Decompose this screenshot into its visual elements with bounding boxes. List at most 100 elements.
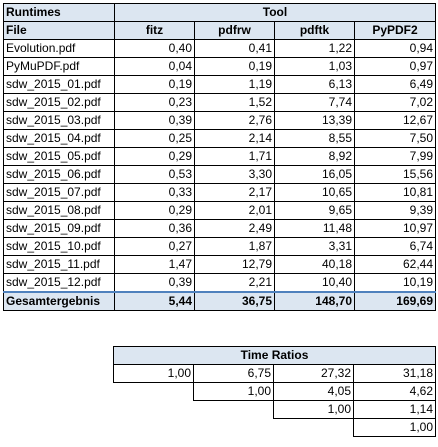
empty-ratio-cell — [194, 419, 274, 437]
runtime-value-cell: 1,03 — [274, 57, 355, 76]
file-name-cell: sdw_2015_04.pdf — [3, 129, 115, 148]
total-value-cell: 5,44 — [114, 291, 195, 311]
runtime-value-cell: 0,36 — [114, 219, 195, 238]
runtime-value-cell: 9,65 — [274, 201, 355, 220]
table-row: Evolution.pdf 0,40 0,41 1,22 0,94 — [3, 39, 436, 58]
runtime-value-cell: 2,14 — [194, 129, 275, 148]
empty-ratio-cell — [194, 401, 274, 419]
runtime-value-cell: 8,55 — [274, 129, 355, 148]
file-name-cell: sdw_2015_07.pdf — [3, 183, 115, 202]
table-row: sdw_2015_07.pdf 0,33 2,17 10,65 10,81 — [3, 183, 436, 202]
runtime-value-cell: 0,27 — [114, 237, 195, 256]
runtime-value-cell: 1,71 — [194, 147, 275, 166]
table-row: sdw_2015_01.pdf 0,19 1,19 6,13 6,49 — [3, 75, 436, 94]
runtime-value-cell: 10,97 — [354, 219, 436, 238]
runtime-value-cell: 0,23 — [114, 93, 195, 112]
file-name-cell: sdw_2015_06.pdf — [3, 165, 115, 184]
runtime-value-cell: 0,53 — [114, 165, 195, 184]
total-value-cell: 148,70 — [274, 291, 355, 311]
total-value-cell: 169,69 — [354, 291, 436, 311]
file-name-cell: sdw_2015_09.pdf — [3, 219, 115, 238]
runtimes-table: Runtimes Tool File fitz pdfrw pdftk PyPD… — [3, 3, 436, 311]
runtime-value-cell: 40,18 — [274, 255, 355, 274]
runtime-value-cell: 10,19 — [354, 273, 436, 293]
runtime-value-cell: 62,44 — [354, 255, 436, 274]
ratio-value-cell: 31,18 — [353, 364, 436, 383]
runtime-value-cell: 2,01 — [194, 201, 275, 220]
runtime-value-cell: 2,21 — [194, 273, 275, 293]
runtime-value-cell: 6,49 — [354, 75, 436, 94]
empty-ratio-cell — [114, 401, 194, 419]
runtime-value-cell: 7,74 — [274, 93, 355, 112]
tool-header-pypdf2: PyPDF2 — [354, 21, 436, 40]
runtime-value-cell: 1,52 — [194, 93, 275, 112]
time-ratios-header-row: Time Ratios — [113, 346, 436, 365]
total-label: Gesamtergebnis — [3, 291, 115, 311]
runtime-value-cell: 6,74 — [354, 237, 436, 256]
ratio-value-cell: 1,14 — [353, 400, 436, 419]
runtime-value-cell: 0,94 — [354, 39, 436, 58]
table-row: sdw_2015_09.pdf 0,36 2,49 11,48 10,97 — [3, 219, 436, 238]
table-row: sdw_2015_06.pdf 0,53 3,30 16,05 15,56 — [3, 165, 436, 184]
runtime-value-cell: 0,39 — [114, 273, 195, 293]
runtime-value-cell: 2,49 — [194, 219, 275, 238]
table-row: sdw_2015_12.pdf 0,39 2,21 10,40 10,19 — [3, 273, 436, 293]
runtimes-title: Runtimes — [3, 3, 115, 22]
runtime-value-cell: 0,33 — [114, 183, 195, 202]
file-name-cell: sdw_2015_11.pdf — [3, 255, 115, 274]
total-row: Gesamtergebnis 5,44 36,75 148,70 169,69 — [3, 291, 436, 311]
time-ratios-table: Time Ratios 1,00 6,75 27,32 31,18 1,00 4,05 4,… — [113, 346, 436, 437]
file-name-cell: sdw_2015_01.pdf — [3, 75, 115, 94]
runtime-value-cell: 10,40 — [274, 273, 355, 293]
ratio-value-cell: 1,00 — [353, 418, 436, 437]
runtime-value-cell: 7,02 — [354, 93, 436, 112]
runtime-value-cell: 0,40 — [114, 39, 195, 58]
runtime-value-cell: 0,19 — [194, 57, 275, 76]
table-row: sdw_2015_05.pdf 0,29 1,71 8,92 7,99 — [3, 147, 436, 166]
runtimes-body: Runtimes Tool File fitz pdfrw pdftk PyPD… — [3, 3, 436, 311]
runtime-value-cell: 0,41 — [194, 39, 275, 58]
table-row: PyMuPDF.pdf 0,04 0,19 1,03 0,97 — [3, 57, 436, 76]
table-row: sdw_2015_03.pdf 0,39 2,76 13,39 12,67 — [3, 111, 436, 130]
runtime-value-cell: 2,17 — [194, 183, 275, 202]
empty-ratio-cell — [114, 419, 194, 437]
table-row: sdw_2015_04.pdf 0,25 2,14 8,55 7,50 — [3, 129, 436, 148]
file-name-cell: sdw_2015_05.pdf — [3, 147, 115, 166]
runtime-value-cell: 7,99 — [354, 147, 436, 166]
table-row: sdw_2015_08.pdf 0,29 2,01 9,65 9,39 — [3, 201, 436, 220]
runtime-value-cell: 0,19 — [114, 75, 195, 94]
ratio-value-cell: 6,75 — [193, 364, 274, 383]
empty-ratio-cell — [114, 383, 194, 401]
ratio-value-cell: 4,62 — [353, 382, 436, 401]
runtime-value-cell: 1,19 — [194, 75, 275, 94]
runtime-value-cell: 1,47 — [114, 255, 195, 274]
runtime-value-cell: 10,65 — [274, 183, 355, 202]
runtime-value-cell: 1,87 — [194, 237, 275, 256]
runtime-value-cell: 2,76 — [194, 111, 275, 130]
runtime-value-cell: 12,79 — [194, 255, 275, 274]
file-name-cell: Evolution.pdf — [3, 39, 115, 58]
file-name-cell: sdw_2015_10.pdf — [3, 237, 115, 256]
runtime-value-cell: 0,97 — [354, 57, 436, 76]
runtime-value-cell: 0,25 — [114, 129, 195, 148]
table-row: sdw_2015_10.pdf 0,27 1,87 3,31 6,74 — [3, 237, 436, 256]
file-name-cell: PyMuPDF.pdf — [3, 57, 115, 76]
runtime-value-cell: 11,48 — [274, 219, 355, 238]
tool-group-header: Tool — [114, 3, 436, 22]
table-row: sdw_2015_02.pdf 0,23 1,52 7,74 7,02 — [3, 93, 436, 112]
runtime-value-cell: 3,31 — [274, 237, 355, 256]
file-name-cell: sdw_2015_12.pdf — [3, 273, 115, 293]
runtime-value-cell: 0,29 — [114, 147, 195, 166]
ratio-row: 1,00 — [114, 418, 436, 437]
ratio-value-cell: 4,05 — [273, 382, 354, 401]
empty-ratio-cell — [274, 419, 354, 437]
runtime-value-cell: 0,04 — [114, 57, 195, 76]
runtime-value-cell: 15,56 — [354, 165, 436, 184]
runtimes-header-row: Runtimes Tool — [3, 3, 436, 22]
tool-header-fitz: fitz — [114, 21, 195, 40]
table-row: sdw_2015_11.pdf 1,47 12,79 40,18 62,44 — [3, 255, 436, 274]
ratio-row: 1,00 1,14 — [114, 400, 436, 419]
file-column-header: File — [3, 21, 115, 40]
file-name-cell: sdw_2015_03.pdf — [3, 111, 115, 130]
runtime-value-cell: 10,81 — [354, 183, 436, 202]
